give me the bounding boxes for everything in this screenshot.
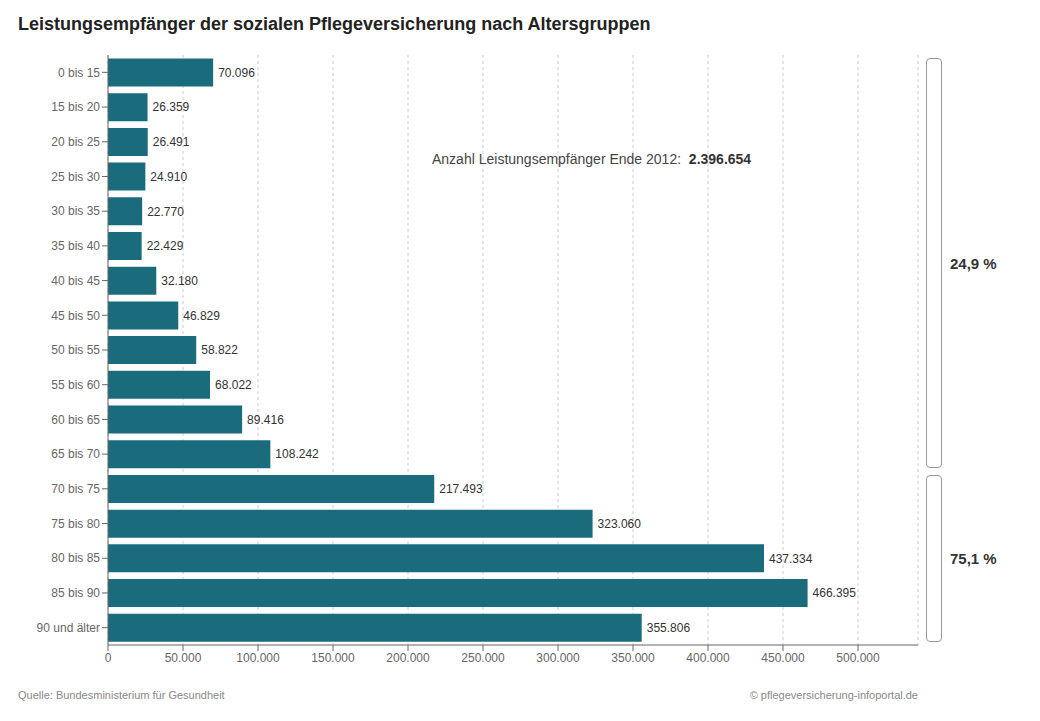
html-text:Leistungsempfänger der soziale: Leistungsempfänger der sozialen Pflegeve…: [18, 14, 651, 34]
svg-text:75 bis 80: 75 bis 80: [51, 517, 100, 531]
svg-text:400.000: 400.000: [686, 651, 730, 665]
svg-text:25 bis 30: 25 bis 30: [51, 170, 100, 184]
svg-text:46.829: 46.829: [183, 309, 220, 323]
svg-text:22.429: 22.429: [147, 239, 184, 253]
svg-text:58.822: 58.822: [201, 343, 238, 357]
html-text:© pflegeversicherung-infoporta: © pflegeversicherung-infoportal.de: [749, 689, 918, 701]
svg-text:15 bis 20: 15 bis 20: [51, 100, 100, 114]
html-text:Anzahl Leistungsempfänger Ende: Anzahl Leistungsempfänger Ende 2012: 2.3…: [432, 151, 752, 168]
svg-text:68.022: 68.022: [215, 378, 252, 392]
svg-text:450.000: 450.000: [761, 651, 805, 665]
svg-text:323.060: 323.060: [598, 517, 642, 531]
svg-text:500.000: 500.000: [836, 651, 880, 665]
svg-text:89.416: 89.416: [247, 413, 284, 427]
svg-text:200.000: 200.000: [386, 651, 430, 665]
svg-text:22.770: 22.770: [147, 205, 184, 219]
svg-text:0 bis 15: 0 bis 15: [58, 66, 100, 80]
svg-text:35 bis 40: 35 bis 40: [51, 239, 100, 253]
svg-text:100.000: 100.000: [236, 651, 280, 665]
svg-text:45 bis 50: 45 bis 50: [51, 309, 100, 323]
svg-text:437.334: 437.334: [769, 552, 813, 566]
svg-text:217.493: 217.493: [439, 482, 483, 496]
svg-text:26.491: 26.491: [153, 135, 190, 149]
svg-text:40 bis 45: 40 bis 45: [51, 274, 100, 288]
svg-text:30 bis 35: 30 bis 35: [51, 204, 100, 218]
svg-text:32.180: 32.180: [161, 274, 198, 288]
svg-text:250.000: 250.000: [461, 651, 505, 665]
svg-text:466.395: 466.395: [813, 586, 857, 600]
svg-text:50.000: 50.000: [165, 651, 202, 665]
svg-text:65 bis 70: 65 bis 70: [51, 447, 100, 461]
html-text:24,9 %: 24,9 %: [950, 254, 997, 272]
svg-text:70.096: 70.096: [218, 66, 255, 80]
svg-text:90 und älter: 90 und älter: [37, 621, 100, 635]
svg-text:350.000: 350.000: [611, 651, 655, 665]
html-text:75,1 %: 75,1 %: [950, 549, 997, 567]
svg-text:50 bis 55: 50 bis 55: [51, 343, 100, 357]
svg-text:20 bis 25: 20 bis 25: [51, 135, 100, 149]
svg-text:55 bis 60: 55 bis 60: [51, 378, 100, 392]
svg-text:80 bis 85: 80 bis 85: [51, 551, 100, 565]
svg-text:70 bis 75: 70 bis 75: [51, 482, 100, 496]
svg-text:24.910: 24.910: [150, 170, 187, 184]
svg-text:26.359: 26.359: [153, 100, 190, 114]
html-text:Quelle: Bundesministerium für: Quelle: Bundesministerium für Gesundheit: [18, 689, 225, 701]
svg-text:150.000: 150.000: [311, 651, 355, 665]
svg-text:60 bis 65: 60 bis 65: [51, 413, 100, 427]
svg-text:300.000: 300.000: [536, 651, 580, 665]
svg-text:108.242: 108.242: [275, 447, 319, 461]
svg-text:0: 0: [105, 651, 112, 665]
svg-text:355.806: 355.806: [647, 621, 691, 635]
svg-text:85 bis 90: 85 bis 90: [51, 586, 100, 600]
